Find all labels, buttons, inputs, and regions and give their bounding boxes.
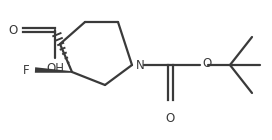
Text: O: O (202, 57, 211, 69)
Text: F: F (23, 64, 30, 76)
Text: N: N (136, 59, 145, 72)
Polygon shape (35, 67, 72, 73)
Text: OH: OH (46, 62, 64, 75)
Text: O: O (9, 24, 18, 37)
Text: O: O (165, 112, 175, 125)
